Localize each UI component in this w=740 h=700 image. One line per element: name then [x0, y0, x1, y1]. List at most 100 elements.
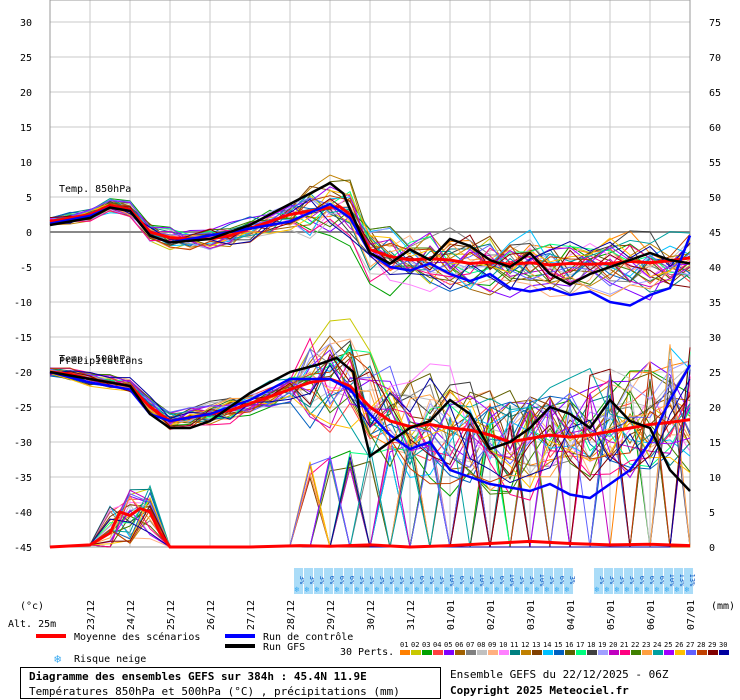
member-legend: 01 02 03 04 05 06 07 08 09 10 11 12 13 14 15 16 17 18 19 20… — [400, 641, 729, 655]
snow-risk-value: 3% — [408, 576, 416, 585]
right-tick-label: 40 — [709, 263, 721, 274]
x-tick-label: 31/12 — [406, 600, 417, 630]
snow-risk-value: 10% — [508, 574, 516, 587]
member-legend-swatch — [433, 650, 443, 655]
precip-panel-label: Précipitations — [59, 355, 143, 367]
right-tick-label: 60 — [709, 123, 721, 134]
member-legend-swatch — [466, 650, 476, 655]
snow-risk-value: 3% — [568, 576, 576, 585]
snowflake-icon: ❄ — [635, 585, 640, 594]
snowflake-icon: ❄ — [335, 585, 340, 594]
snowflake-icon: ❄ — [685, 585, 690, 594]
left-tick-label: 25 — [20, 53, 32, 64]
right-tick-label: 0 — [709, 543, 715, 554]
snow-risk-value: 3% — [438, 576, 446, 585]
x-tick-label: 23/12 — [86, 600, 97, 630]
snow-risk-value: 13% — [688, 574, 696, 587]
member-t500-line — [49, 352, 691, 485]
perts-label: 30 Perts. — [340, 647, 394, 658]
altitude-label: Alt. 25m — [8, 619, 56, 630]
snow-risk-cell — [434, 568, 443, 594]
snow-risk-value: 3% — [378, 576, 386, 585]
snow-risk-value: 3% — [368, 576, 376, 585]
snowflake-icon: ❄ — [555, 585, 560, 594]
x-tick-label: 30/12 — [366, 600, 377, 630]
snow-risk-value: 3% — [388, 576, 396, 585]
member-t850-line — [49, 198, 691, 291]
member-legend-swatch — [697, 650, 707, 655]
snow-risk-value: 6% — [458, 576, 466, 585]
member-legend-number: 20 — [609, 641, 617, 649]
right-tick-label: 70 — [709, 53, 721, 64]
snow-risk-value: 6% — [498, 576, 506, 585]
member-legend-number: 10 — [499, 641, 507, 649]
x-tick-label: 29/12 — [326, 600, 337, 630]
series-t500-line — [49, 364, 692, 500]
member-legend-number: 25 — [664, 641, 672, 649]
x-tick-label: 27/12 — [246, 600, 257, 630]
member-t500-line — [49, 347, 691, 469]
x-tick-label: 01/01 — [446, 600, 457, 630]
footer-title: Diagramme des ensembles GEFS sur 384h : … — [29, 670, 367, 683]
member-legend-number: 09 — [488, 641, 496, 649]
snow-risk-cell — [514, 568, 523, 594]
snow-risk-cell — [674, 568, 683, 594]
right-tick-label: 5 — [709, 508, 715, 519]
member-legend-swatch — [587, 650, 597, 655]
member-legend-swatch — [675, 650, 685, 655]
snow-risk-value: 3% — [468, 576, 476, 585]
snow-risk-value: 6% — [658, 576, 666, 585]
snow-risk-cell — [384, 568, 393, 594]
snowflake-icon: ❄ — [415, 585, 420, 594]
left-tick-label: -30 — [14, 438, 32, 449]
snow-risk-value: 3% — [608, 576, 616, 585]
snowflake-icon: ❄ — [625, 585, 630, 594]
member-legend-number: 01 — [400, 641, 408, 649]
snowflake-icon: ❄ — [545, 585, 550, 594]
x-tick-label: 26/12 — [206, 600, 217, 630]
snowflake-icon: ❄ — [305, 585, 310, 594]
snowflake-icon: ❄ — [525, 585, 530, 594]
snow-risk-value: 3% — [488, 576, 496, 585]
snow-risk-value: 3% — [398, 576, 406, 585]
right-tick-label: 50 — [709, 193, 721, 204]
snow-risk-cell — [464, 568, 473, 594]
snowflake-icon: ❄ — [485, 585, 490, 594]
snowflake-icon: ❄ — [535, 585, 540, 594]
member-legend-number: 07 — [466, 641, 474, 649]
snowflake-icon: ❄ — [425, 585, 430, 594]
member-legend-number: 05 — [444, 641, 452, 649]
member-legend-swatch — [532, 650, 542, 655]
member-legend-swatch — [444, 650, 454, 655]
snow-risk-cell — [684, 568, 693, 594]
snowflake-icon: ❄ — [515, 585, 520, 594]
snow-risk-cell — [344, 568, 353, 594]
member-legend-swatch — [708, 650, 718, 655]
snow-risk-value: 3% — [618, 576, 626, 585]
member-legend-swatch — [631, 650, 641, 655]
left-tick-label: 5 — [26, 193, 32, 204]
x-axis-labels: 23/12 24/12 25/12 26/12 27/12 28/12 29/12 30/12… — [86, 600, 697, 630]
footer-title-box: Diagramme des ensembles GEFS sur 384h : … — [20, 667, 441, 699]
member-legend-number: 19 — [598, 641, 606, 649]
snow-risk-cell — [294, 568, 303, 594]
snow-risk-cell — [624, 568, 633, 594]
snow-risk-cell — [324, 568, 333, 594]
snow-risk-value: 10% — [448, 574, 456, 587]
snow-risk-cell — [374, 568, 383, 594]
snow-risk-value: 13% — [678, 574, 686, 587]
snow-risk-value: 3% — [598, 576, 606, 585]
snowflake-icon: ❄ — [475, 585, 480, 594]
left-axis-unit: (°c) — [20, 601, 44, 612]
snow-risk-cell — [314, 568, 323, 594]
snow-risk-cell — [394, 568, 403, 594]
member-legend-number: 22 — [631, 641, 639, 649]
snowflake-icon: ❄ — [605, 585, 610, 594]
main-series — [49, 181, 692, 549]
right-tick-label: 55 — [709, 158, 721, 169]
member-legend-swatch — [488, 650, 498, 655]
snowflake-icon: ❄ — [405, 585, 410, 594]
x-tick-label: 28/12 — [286, 600, 297, 630]
member-legend-swatch — [565, 650, 575, 655]
member-legend-swatch — [411, 650, 421, 655]
